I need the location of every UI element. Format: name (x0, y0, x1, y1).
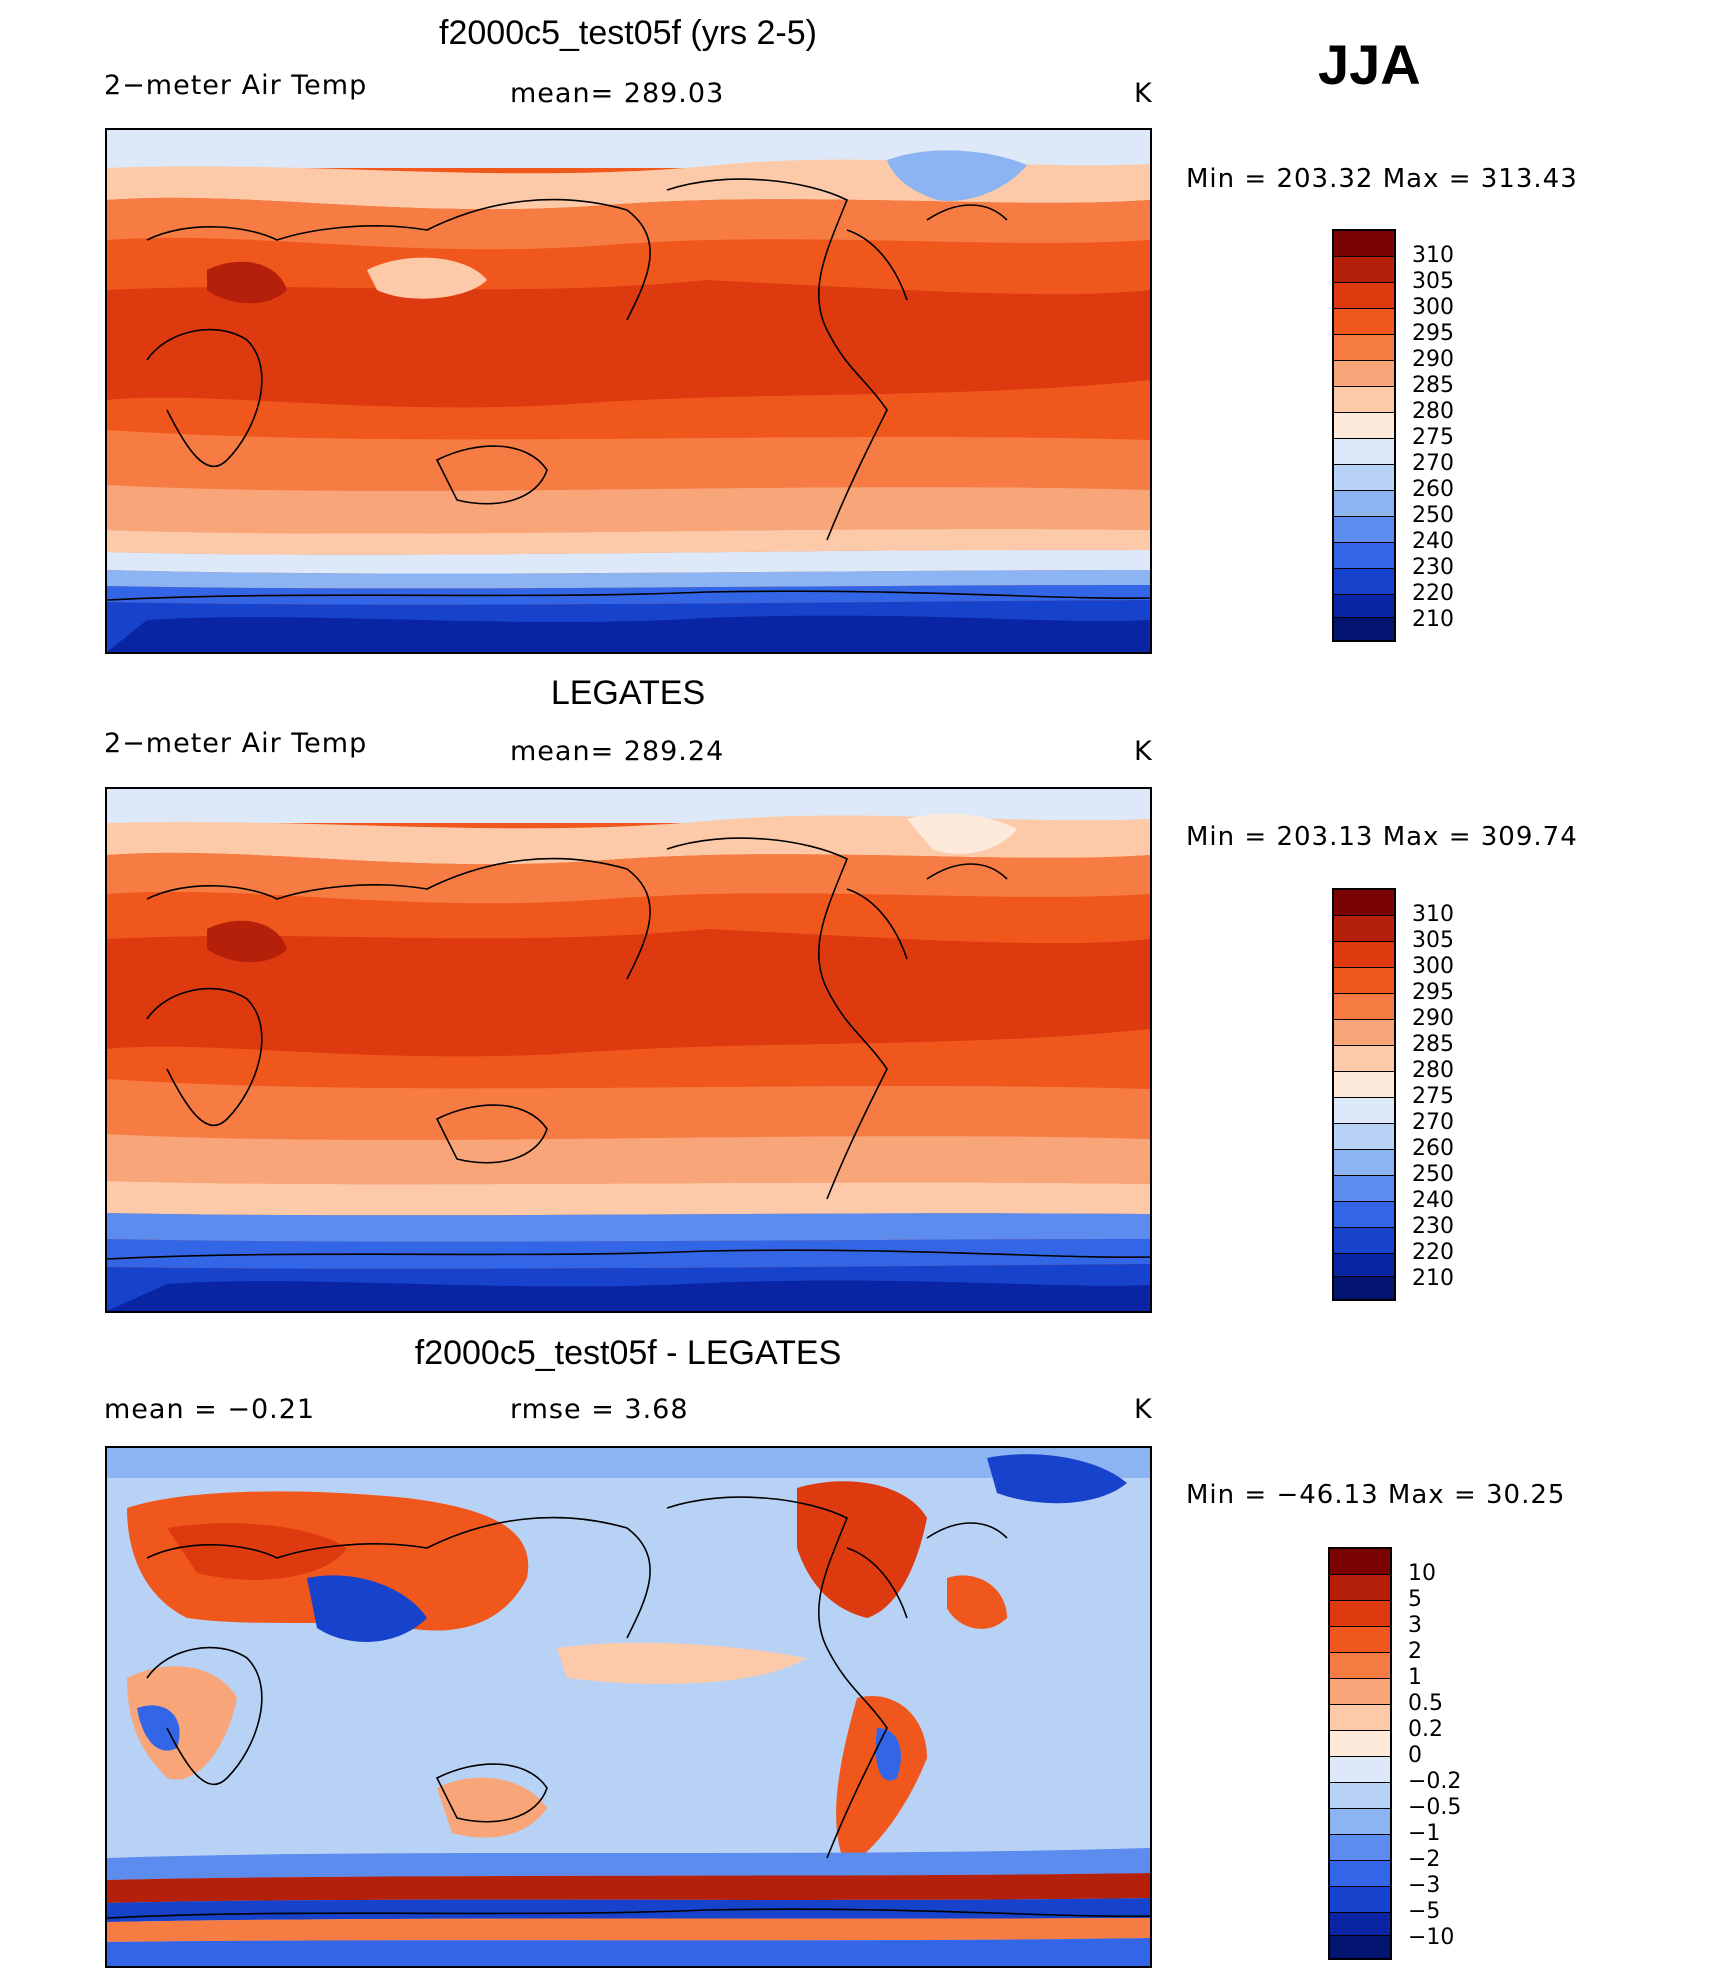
panel-diff-rmse-label: rmse = 3.68 (510, 1394, 689, 1425)
colorbar-tick: 220 (1412, 1240, 1454, 1265)
colorbar-tick: 10 (1408, 1561, 1436, 1586)
colorbar-tick: 290 (1412, 347, 1454, 372)
colorbar-tick: 270 (1412, 1110, 1454, 1135)
colorbar-tick: 270 (1412, 451, 1454, 476)
colorbar-tick: 285 (1412, 1032, 1454, 1057)
panel-obs-colorbar (1332, 888, 1396, 1301)
colorbar-tick: 5 (1408, 1587, 1422, 1612)
panel-model-mean-label: mean= 289.03 (510, 78, 725, 109)
colorbar-tick: 250 (1412, 1162, 1454, 1187)
panel-obs-variable-label: 2−meter Air Temp (104, 728, 368, 759)
colorbar-tick: 305 (1412, 269, 1454, 294)
panel-obs-map (105, 787, 1152, 1313)
panel-diff-mean-label: mean = −0.21 (104, 1394, 316, 1425)
colorbar-tick: 1 (1408, 1665, 1422, 1690)
colorbar-tick: 210 (1412, 1266, 1454, 1291)
panel-diff-colorbar (1328, 1547, 1392, 1960)
panel-obs-title: LEGATES (550, 674, 706, 712)
colorbar-tick: −2 (1408, 1847, 1441, 1872)
panel-obs-minmax: Min = 203.13 Max = 309.74 (1186, 822, 1578, 852)
panel-model-variable-label: 2−meter Air Temp (104, 70, 368, 101)
panel-model-map (105, 128, 1152, 654)
colorbar-tick: 285 (1412, 373, 1454, 398)
colorbar-tick: −1 (1408, 1821, 1441, 1846)
colorbar-tick: 310 (1412, 902, 1454, 927)
colorbar-tick: 210 (1412, 607, 1454, 632)
colorbar-tick: 0.2 (1408, 1717, 1443, 1742)
panel-diff-title: f2000c5_test05f - LEGATES (414, 1334, 842, 1372)
colorbar-tick: 0 (1408, 1743, 1422, 1768)
colorbar-tick: 240 (1412, 529, 1454, 554)
panel-model-title: f2000c5_test05f (yrs 2-5) (439, 14, 817, 52)
colorbar-tick: 305 (1412, 928, 1454, 953)
panel-model-units-label: K (1134, 78, 1153, 109)
colorbar-tick: −5 (1408, 1899, 1441, 1924)
colorbar-tick: −0.2 (1408, 1769, 1462, 1794)
colorbar-tick: 310 (1412, 243, 1454, 268)
season-label: JJA (1318, 33, 1421, 96)
colorbar-tick: 290 (1412, 1006, 1454, 1031)
panel-diff-map (105, 1446, 1152, 1968)
colorbar-tick: 280 (1412, 399, 1454, 424)
panel-obs-mean-label: mean= 289.24 (510, 736, 725, 767)
colorbar-tick: 260 (1412, 1136, 1454, 1161)
colorbar-tick: 260 (1412, 477, 1454, 502)
colorbar-tick: 300 (1412, 295, 1454, 320)
colorbar-tick: 3 (1408, 1613, 1422, 1638)
panel-diff-units-label: K (1134, 1394, 1153, 1425)
panel-model-colorbar (1332, 229, 1396, 642)
colorbar-tick: 280 (1412, 1058, 1454, 1083)
colorbar-tick: 220 (1412, 581, 1454, 606)
colorbar-tick: 0.5 (1408, 1691, 1443, 1716)
colorbar-tick: 295 (1412, 321, 1454, 346)
panel-obs-units-label: K (1134, 736, 1153, 767)
colorbar-tick: −10 (1408, 1925, 1455, 1950)
colorbar-tick: 230 (1412, 555, 1454, 580)
colorbar-tick: 295 (1412, 980, 1454, 1005)
colorbar-tick: 2 (1408, 1639, 1422, 1664)
colorbar-tick: 275 (1412, 1084, 1454, 1109)
colorbar-tick: 250 (1412, 503, 1454, 528)
colorbar-tick: 230 (1412, 1214, 1454, 1239)
colorbar-tick: 240 (1412, 1188, 1454, 1213)
colorbar-tick: −3 (1408, 1873, 1441, 1898)
colorbar-tick: −0.5 (1408, 1795, 1462, 1820)
panel-model-minmax: Min = 203.32 Max = 313.43 (1186, 164, 1578, 194)
colorbar-tick: 300 (1412, 954, 1454, 979)
colorbar-tick: 275 (1412, 425, 1454, 450)
panel-diff-minmax: Min = −46.13 Max = 30.25 (1186, 1480, 1566, 1510)
